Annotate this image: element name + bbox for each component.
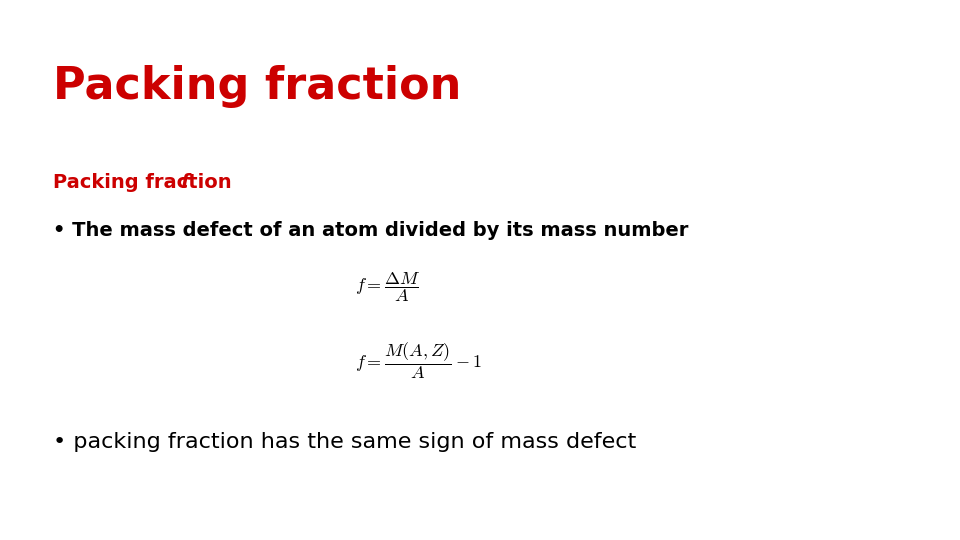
Text: • The mass defect of an atom divided by its mass number: • The mass defect of an atom divided by …: [53, 221, 688, 240]
Text: • packing fraction has the same sign of mass defect: • packing fraction has the same sign of …: [53, 432, 636, 452]
Text: Packing fraction: Packing fraction: [53, 173, 238, 192]
Text: $f = \dfrac{M(A,Z)}{A} - 1$: $f = \dfrac{M(A,Z)}{A} - 1$: [355, 340, 482, 381]
Text: f: f: [180, 173, 189, 192]
Text: Packing fraction: Packing fraction: [53, 65, 461, 108]
Text: $f = \dfrac{\Delta M}{A}$: $f = \dfrac{\Delta M}{A}$: [355, 270, 420, 303]
